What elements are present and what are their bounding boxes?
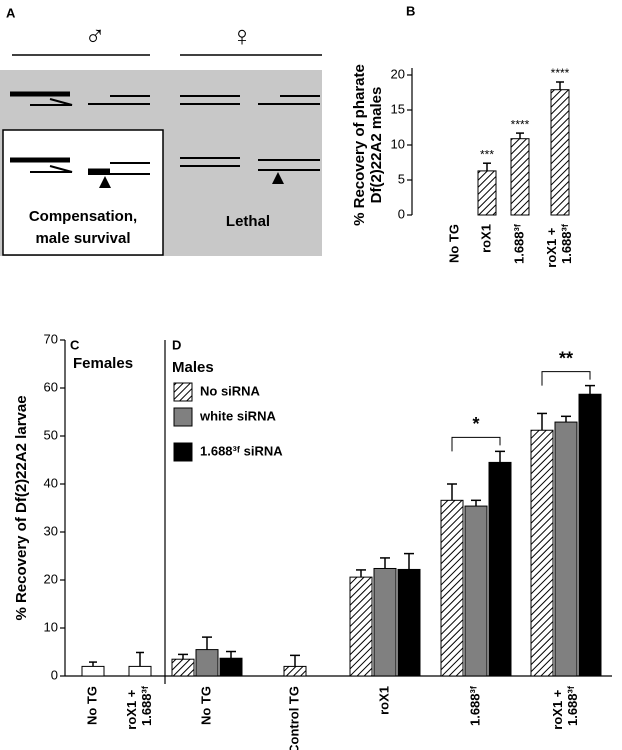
arrowhead [272,172,284,184]
x-tick-label: 1.688³ᶠ [511,224,526,264]
outcome-label: male survival [35,230,130,247]
x-tick-label: 1.688³ᶠ [467,686,482,726]
arrowhead [99,176,111,188]
bar [81,665,105,677]
y-tick-label: 0 [398,206,405,221]
y-tick-label: 20 [391,66,405,81]
y-axis-label: % Recovery of pharate [351,64,368,226]
significance: **** [551,66,570,80]
y-tick-label: 50 [44,427,58,442]
panel-subtitle: Females [73,355,133,372]
bar [440,499,464,677]
legend-label: No siRNA [200,383,261,398]
y-tick-label: 0 [51,667,58,682]
label-line: 1.688³ᶠ [559,224,574,264]
x-tick-label: roX1 + 1.688³ᶠ [544,224,574,268]
label-line: roX1 + [544,224,559,268]
legend-swatch [173,382,193,402]
bar [477,170,497,216]
bar [219,657,243,677]
x-tick-label: roX1 [478,224,493,253]
bar [171,658,195,677]
significance: * [472,414,479,434]
outcome-label: Lethal [226,213,270,230]
y-axis-label: % Recovery of Df(2)22A2 larvae [13,395,30,620]
panel-a: A ♂ ♀ Compensation, male survival Lethal [0,5,322,256]
x-tick-label: No TG [446,224,461,263]
y-axis-label: Df(2)22A2 males [368,87,385,204]
significance: **** [511,117,530,131]
y-tick-label: 10 [391,136,405,151]
y-tick-label: 70 [44,331,58,346]
y-tick-label: 15 [391,101,405,116]
x-tick-label: No TG [84,686,99,725]
x-tick-label: roX1 [376,686,391,715]
y-tick-label: 40 [44,475,58,490]
x-tick-label: roX1 + 1.688³ᶠ [124,686,154,730]
box [2,129,164,256]
label-line: 1.688³ᶠ [565,686,580,726]
bar [578,393,602,677]
legend-swatch [173,442,193,462]
bar [128,665,152,677]
y-tick-label: 30 [44,523,58,538]
legend-label: white siRNA [199,408,276,423]
bar [373,567,397,677]
x-tick-label: Control TG [286,686,301,750]
panel-label: B [406,3,415,18]
significance-bracket [541,371,591,386]
bar [464,505,488,677]
label-line: roX1 + [124,686,139,730]
significance: ** [559,348,573,368]
significance-bracket [451,436,501,452]
bar [550,89,570,216]
bar [488,461,512,677]
bar [195,649,219,677]
male-symbol: ♂ [85,20,106,51]
bar [349,576,373,677]
y-tick-label: 5 [398,171,405,186]
chromosomes [10,91,320,175]
bar [397,568,421,677]
y-tick-label: 60 [44,379,58,394]
panel-label: A [6,5,16,20]
x-tick-label: No TG [198,686,213,725]
panel-label: C [70,337,80,352]
significance: *** [480,147,494,161]
x-tick-label: roX1 + 1.688³ᶠ [550,686,580,730]
label-line: roX1 + [550,686,565,730]
female-symbol: ♀ [232,20,253,51]
label-line: 1.688³ᶠ [139,686,154,726]
bar [530,429,554,677]
legend-label: 1.688³ᶠ siRNA [200,443,283,458]
outcome-label: Compensation, [29,208,137,225]
bar [283,665,307,677]
panel-label: D [172,337,181,352]
y-tick-label: 10 [44,619,58,634]
bar [510,138,530,216]
bar [554,421,578,677]
legend-swatch [173,407,193,427]
y-tick-label: 20 [44,571,58,586]
panel-subtitle: Males [172,359,214,376]
